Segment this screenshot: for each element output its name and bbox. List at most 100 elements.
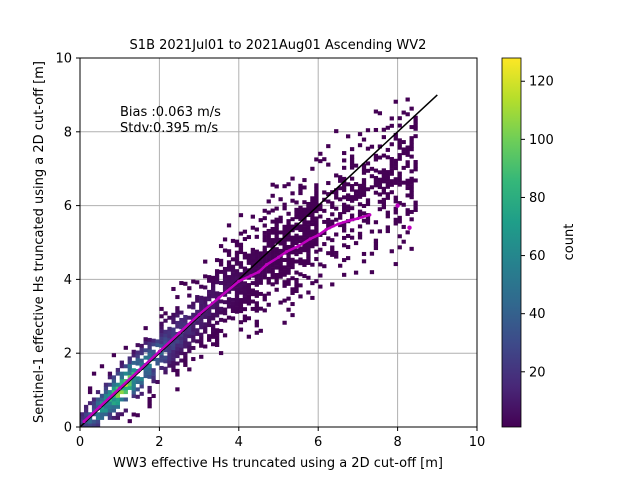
density-cell (326, 217, 331, 222)
density-cell (342, 176, 347, 181)
density-cell (151, 379, 156, 384)
density-cell (377, 111, 383, 116)
density-cell (159, 340, 164, 345)
density-cell (365, 146, 371, 151)
density-cell (246, 286, 252, 291)
density-cell (294, 222, 299, 227)
density-cell (238, 213, 244, 218)
density-cell (127, 367, 132, 372)
density-cell (385, 181, 390, 186)
density-cell (175, 306, 180, 311)
density-cell (195, 298, 200, 303)
density-cell (361, 218, 367, 223)
density-cell (353, 182, 359, 187)
density-cell (294, 270, 299, 275)
density-cell (342, 158, 347, 163)
density-cell (214, 272, 220, 277)
density-cell (91, 419, 97, 424)
density-cell (349, 198, 355, 203)
density-cell (131, 394, 136, 399)
density-cell (242, 229, 248, 234)
density-cell (218, 269, 224, 274)
density-cell (302, 262, 307, 267)
density-cell (302, 229, 307, 234)
density-cell (318, 214, 323, 219)
density-cell (369, 166, 375, 171)
density-cell (222, 270, 228, 275)
density-cell (361, 137, 367, 142)
density-cell (290, 250, 295, 255)
density-cell (413, 115, 418, 120)
density-cell (266, 258, 271, 263)
density-cell (342, 184, 347, 189)
density-cell (342, 228, 347, 233)
density-cell (95, 390, 101, 395)
density-cell (139, 380, 144, 385)
density-cell (250, 299, 255, 304)
density-cell (270, 238, 275, 243)
density-cell (369, 270, 375, 275)
density-cell (405, 178, 410, 183)
y-tick-label: 8 (64, 125, 72, 140)
density-cell (294, 252, 299, 257)
density-cell (282, 228, 287, 233)
density-cell (294, 259, 299, 264)
density-cell (397, 201, 402, 206)
density-cell (250, 262, 255, 267)
density-cell (262, 260, 267, 265)
density-cell (381, 201, 386, 206)
density-cell (254, 253, 259, 258)
density-cell (191, 279, 196, 284)
density-cell (179, 317, 184, 322)
density-cell (95, 397, 101, 402)
density-cell (127, 374, 132, 379)
density-cell (334, 232, 339, 237)
density-cell (290, 198, 295, 203)
density-cell (334, 250, 339, 255)
density-cell (167, 348, 172, 353)
density-cell (159, 329, 164, 334)
density-cell (282, 265, 287, 270)
density-cell (175, 324, 180, 329)
density-cell (262, 293, 267, 298)
density-cell (306, 257, 311, 262)
density-cell (286, 182, 291, 187)
density-cell (199, 284, 204, 289)
density-cell (230, 272, 236, 277)
density-cell (250, 266, 255, 271)
density-cell (218, 310, 224, 315)
density-cell (211, 279, 216, 284)
density-cell (334, 188, 339, 193)
density-cell (413, 160, 418, 165)
density-cell (322, 242, 327, 247)
density-cell (115, 415, 120, 420)
density-cell (211, 334, 216, 339)
density-cell (207, 275, 212, 280)
density-cell (302, 222, 307, 227)
x-tick-label: 0 (76, 435, 84, 450)
density-cell (258, 269, 263, 274)
density-cell (262, 267, 267, 272)
density-cell (385, 184, 390, 189)
density-cell (171, 349, 176, 354)
density-cell (361, 251, 367, 256)
density-cell (211, 275, 216, 280)
density-cell (298, 257, 303, 262)
density-cell (413, 163, 418, 168)
density-cell (405, 208, 410, 213)
density-cell (318, 159, 323, 164)
density-cell (345, 256, 351, 261)
density-cell (266, 228, 271, 233)
density-cell (135, 354, 140, 359)
density-cell (310, 262, 315, 267)
density-cell (179, 321, 184, 326)
density-cell (226, 282, 232, 287)
density-cell (326, 221, 331, 226)
density-cell (397, 215, 402, 220)
density-cell (163, 359, 168, 364)
density-cell (349, 213, 355, 218)
density-cell (222, 300, 228, 305)
density-cell (187, 367, 192, 372)
density-cell (135, 361, 140, 366)
density-cell (306, 201, 311, 206)
